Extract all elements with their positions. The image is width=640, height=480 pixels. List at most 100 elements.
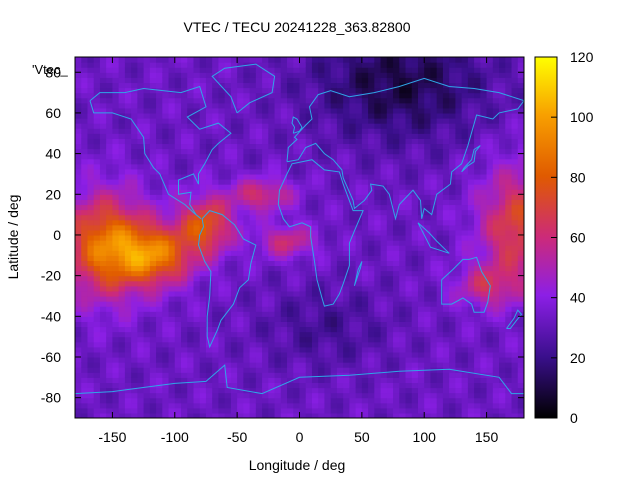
heatmap-cell bbox=[405, 229, 413, 236]
heatmap-cell bbox=[393, 224, 400, 231]
heatmap-cell bbox=[205, 189, 213, 195]
heatmap-cell bbox=[505, 382, 513, 389]
heatmap-cell bbox=[212, 362, 220, 368]
heatmap-cell bbox=[343, 87, 350, 94]
heatmap-cell bbox=[187, 214, 195, 221]
heatmap-cell bbox=[442, 316, 450, 322]
heatmap-cell bbox=[131, 148, 138, 155]
heatmap-cell bbox=[430, 397, 438, 404]
heatmap-cell bbox=[492, 321, 500, 328]
heatmap-cell bbox=[280, 321, 288, 328]
heatmap-cell bbox=[268, 407, 276, 414]
heatmap-cell bbox=[268, 107, 276, 114]
heatmap-cell bbox=[361, 250, 369, 256]
heatmap-cell bbox=[380, 107, 388, 114]
heatmap-cell bbox=[99, 107, 107, 114]
heatmap-cell bbox=[474, 316, 481, 322]
heatmap-cell bbox=[436, 265, 444, 272]
heatmap-cell bbox=[355, 143, 363, 150]
heatmap-cell bbox=[112, 270, 120, 277]
heatmap-cell bbox=[187, 82, 195, 89]
heatmap-cell bbox=[199, 285, 207, 292]
heatmap-cell bbox=[174, 133, 182, 139]
heatmap-cell bbox=[324, 382, 332, 389]
heatmap-cell bbox=[424, 265, 432, 272]
heatmap-cell bbox=[124, 387, 132, 394]
heatmap-cell bbox=[230, 72, 238, 78]
heatmap-cell bbox=[436, 107, 444, 114]
heatmap-cell bbox=[143, 199, 151, 206]
heatmap-cell bbox=[274, 77, 282, 84]
heatmap-cell bbox=[243, 275, 251, 282]
heatmap-cell bbox=[324, 128, 332, 134]
heatmap-cell bbox=[280, 133, 288, 139]
heatmap-cell bbox=[237, 295, 244, 302]
heatmap-cell bbox=[405, 62, 413, 68]
heatmap-cell bbox=[99, 229, 107, 236]
heatmap-cell bbox=[355, 331, 363, 338]
heatmap-cell bbox=[280, 168, 288, 175]
heatmap-cell bbox=[75, 351, 82, 358]
heatmap-cell bbox=[274, 362, 282, 368]
heatmap-cell bbox=[374, 301, 382, 307]
heatmap-cell bbox=[168, 265, 176, 272]
heatmap-cell bbox=[131, 72, 138, 78]
heatmap-cell bbox=[449, 255, 457, 261]
heatmap-cell bbox=[411, 377, 419, 383]
heatmap-cell bbox=[311, 87, 319, 94]
heatmap-cell bbox=[137, 194, 145, 200]
heatmap-cell bbox=[187, 143, 195, 150]
heatmap-cell bbox=[99, 402, 107, 409]
heatmap-cell bbox=[499, 123, 506, 129]
heatmap-cell bbox=[461, 184, 469, 190]
heatmap-cell bbox=[511, 372, 519, 378]
heatmap-cell bbox=[474, 367, 481, 373]
heatmap-cell bbox=[399, 255, 407, 261]
heatmap-cell bbox=[374, 173, 382, 180]
heatmap-cell bbox=[330, 280, 338, 287]
heatmap-cell bbox=[124, 382, 132, 389]
heatmap-cell bbox=[442, 346, 450, 353]
heatmap-cell bbox=[262, 331, 269, 338]
heatmap-cell bbox=[386, 62, 394, 68]
heatmap-cell bbox=[262, 377, 269, 383]
heatmap-cell bbox=[455, 270, 463, 277]
heatmap-cell bbox=[81, 133, 89, 139]
heatmap-cell bbox=[474, 204, 481, 211]
heatmap-cell bbox=[287, 102, 294, 109]
heatmap-cell bbox=[168, 245, 176, 251]
heatmap-cell bbox=[174, 199, 182, 206]
heatmap-cell bbox=[230, 392, 238, 399]
heatmap-cell bbox=[324, 107, 332, 114]
heatmap-cell bbox=[287, 133, 294, 139]
heatmap-cell bbox=[343, 102, 350, 109]
heatmap-cell bbox=[368, 77, 375, 84]
heatmap-cell bbox=[81, 62, 89, 68]
heatmap-cell bbox=[268, 87, 276, 94]
heatmap-cell bbox=[249, 214, 257, 221]
heatmap-cell bbox=[224, 102, 232, 109]
heatmap-cell bbox=[467, 341, 475, 348]
heatmap-cell bbox=[486, 102, 494, 109]
heatmap-cell bbox=[218, 102, 226, 109]
heatmap-cell bbox=[380, 199, 388, 206]
heatmap-cell bbox=[143, 189, 151, 195]
heatmap-cell bbox=[430, 356, 438, 363]
heatmap-cell bbox=[118, 275, 126, 282]
heatmap-cell bbox=[330, 128, 338, 134]
heatmap-cell bbox=[393, 97, 400, 104]
heatmap-cell bbox=[205, 133, 213, 139]
heatmap-cell bbox=[280, 372, 288, 378]
heatmap-cell bbox=[268, 356, 276, 363]
heatmap-cell bbox=[131, 285, 138, 292]
heatmap-cell bbox=[224, 301, 232, 307]
heatmap-cell bbox=[361, 82, 369, 89]
heatmap-cell bbox=[467, 133, 475, 139]
heatmap-cell bbox=[75, 112, 82, 119]
heatmap-cell bbox=[318, 255, 326, 261]
heatmap-cell bbox=[330, 214, 338, 221]
heatmap-cell bbox=[380, 412, 388, 418]
heatmap-cell bbox=[355, 397, 363, 404]
heatmap-cell bbox=[156, 377, 163, 383]
heatmap-cell bbox=[280, 118, 288, 124]
